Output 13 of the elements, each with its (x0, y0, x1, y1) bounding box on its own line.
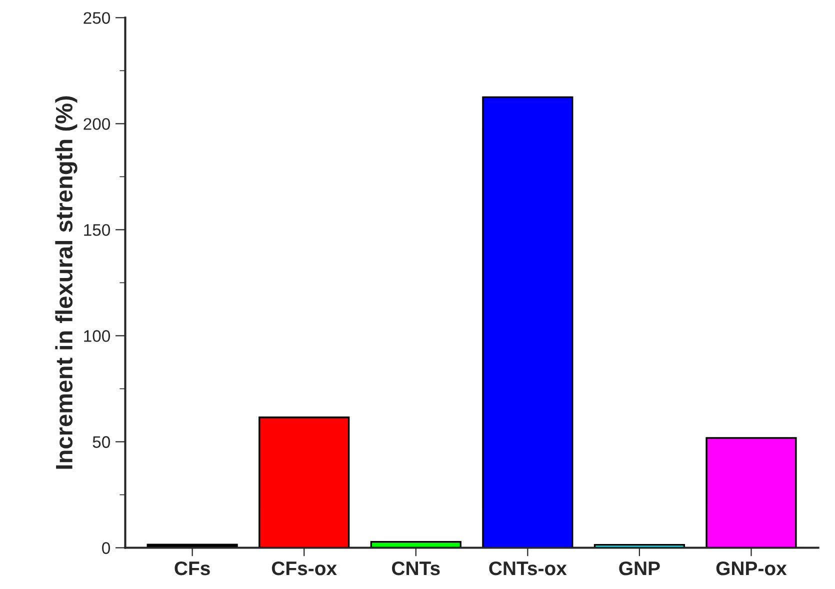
x-tick-label: CFs-ox (272, 561, 337, 576)
y-axis-title: Increment in flexural strength (%) (55, 96, 78, 469)
x-tick-label: CFs (174, 561, 210, 576)
y-tick-label: 100 (84, 330, 110, 342)
x-tick-label: GNP-ox (716, 561, 787, 576)
x-tick-label: GNP (619, 561, 660, 576)
y-tick-label: 250 (84, 12, 110, 24)
y-tick-label: 0 (102, 542, 110, 554)
x-tick-label: CNTs (392, 561, 440, 576)
y-tick-label: 50 (92, 436, 110, 448)
x-tick-label: CNTs-ox (489, 561, 567, 576)
y-tick-label: 200 (84, 118, 110, 130)
y-tick-label: 150 (84, 224, 110, 236)
